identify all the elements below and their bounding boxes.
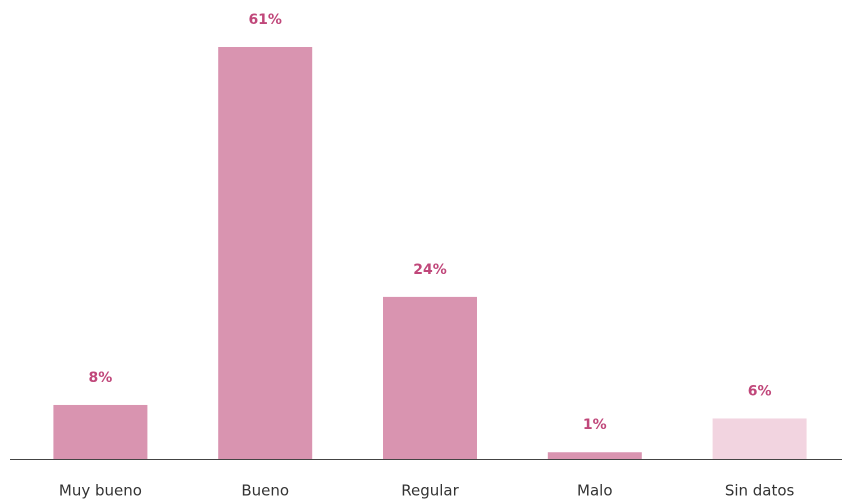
value-label: 61% — [248, 12, 282, 28]
bar — [218, 47, 313, 459]
value-label: 6% — [748, 383, 772, 399]
x-tick-label: Regular — [401, 482, 459, 500]
x-tick-label: Malo — [577, 482, 612, 500]
value-label: 1% — [583, 417, 607, 433]
bar — [53, 404, 148, 459]
x-tick-label: Muy bueno — [59, 482, 142, 500]
x-tick-label: Sin datos — [725, 482, 795, 500]
bar — [547, 452, 642, 459]
x-tick-label: Bueno — [241, 482, 289, 500]
bar — [383, 296, 477, 459]
bar — [712, 418, 807, 459]
value-label: 8% — [89, 370, 113, 386]
value-label: 24% — [413, 262, 447, 278]
